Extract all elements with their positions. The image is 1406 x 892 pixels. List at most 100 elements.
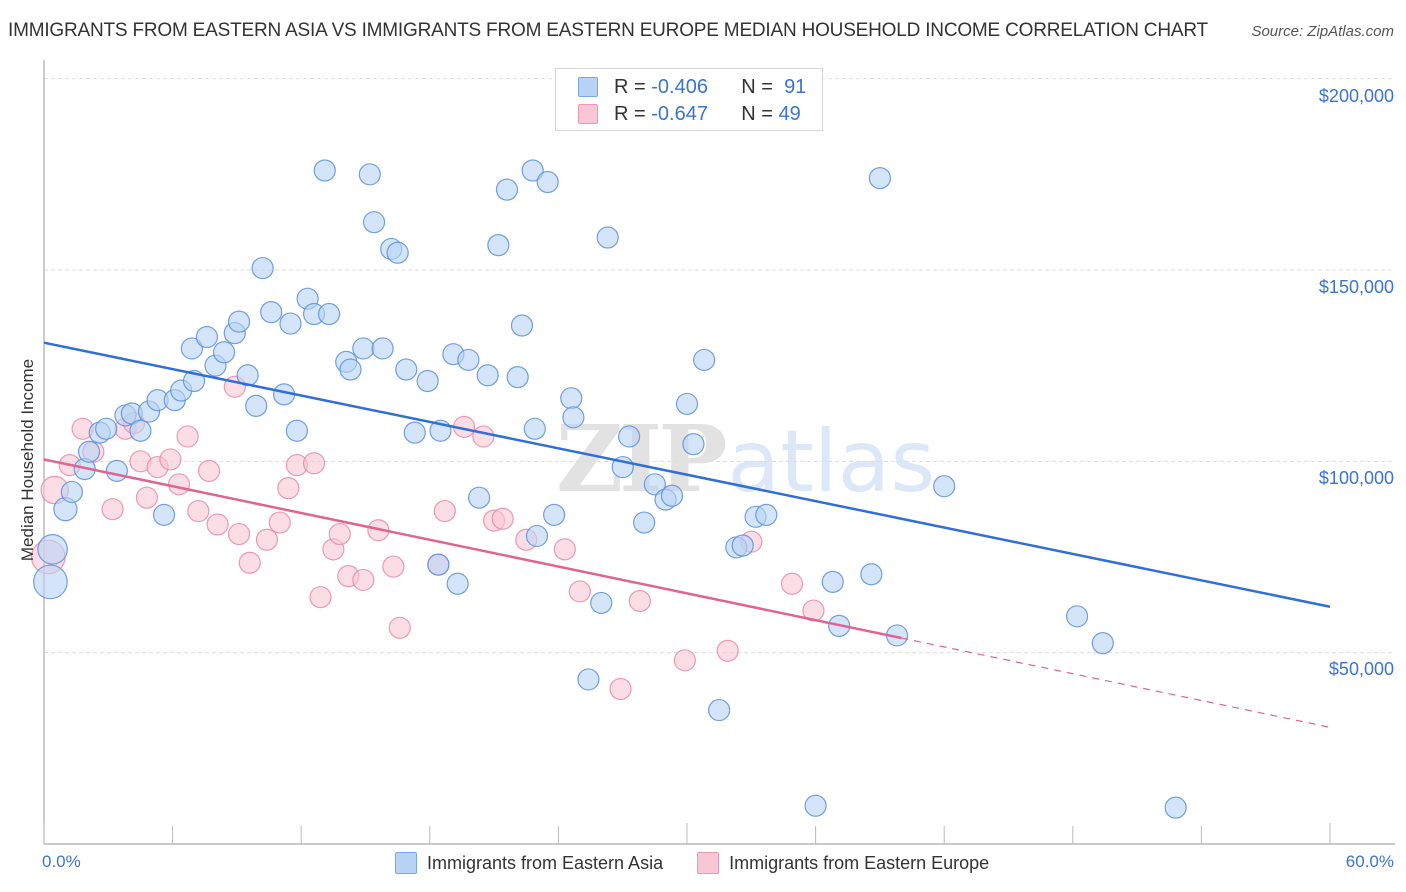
data-point	[568, 580, 591, 603]
data-point	[416, 369, 439, 393]
data-point	[596, 226, 619, 249]
data-point	[339, 358, 362, 381]
data-point	[1065, 605, 1089, 628]
r-label: R =	[614, 75, 646, 98]
data-point	[802, 599, 825, 622]
data-point	[386, 241, 409, 264]
stats-legend-row-europe: R = -0.647 N = 49	[578, 102, 801, 126]
data-point	[525, 524, 549, 548]
series-eastern-europe	[30, 375, 825, 701]
trend-line-solid	[43, 458, 902, 640]
data-point	[309, 586, 332, 609]
data-point	[251, 256, 274, 280]
data-point	[159, 448, 182, 471]
data-point	[536, 170, 559, 194]
data-point	[101, 498, 124, 521]
legend-swatch-blue	[578, 77, 598, 97]
legend-item-eastern-asia[interactable]: Immigrants from Eastern Asia	[395, 852, 663, 874]
data-point	[362, 211, 386, 234]
data-point	[510, 314, 534, 337]
data-point	[60, 480, 83, 504]
data-point	[643, 473, 666, 496]
data-point	[560, 387, 583, 410]
data-point	[495, 178, 519, 201]
data-point	[1164, 796, 1187, 819]
data-point	[506, 366, 529, 389]
source-label: Source: ZipAtlas.com	[1251, 23, 1394, 40]
data-point	[804, 794, 827, 817]
trend-line	[43, 341, 1331, 608]
data-point	[277, 477, 300, 500]
data-point	[716, 639, 739, 662]
data-point	[255, 528, 279, 551]
data-point	[33, 564, 68, 600]
data-point	[673, 649, 696, 672]
data-point	[95, 417, 118, 440]
data-point	[187, 499, 210, 523]
data-point	[129, 419, 152, 442]
data-point	[238, 551, 261, 574]
data-point	[352, 568, 375, 592]
data-point	[628, 589, 651, 613]
data-point	[433, 499, 456, 523]
x-tick-label-min: 0.0%	[42, 852, 81, 871]
data-point	[491, 507, 514, 530]
data-point	[313, 159, 336, 182]
data-point	[302, 452, 326, 475]
data-point	[675, 392, 699, 416]
y-axis-label: Median Household Income	[18, 358, 37, 562]
data-point	[245, 394, 268, 417]
y-tick-label: $200,000	[1318, 86, 1394, 106]
data-point	[731, 534, 754, 557]
data-point	[403, 421, 426, 444]
axes	[43, 60, 1395, 845]
data-point	[167, 473, 191, 496]
series-eastern-asia	[33, 159, 1187, 819]
data-point	[279, 312, 302, 335]
data-point	[618, 425, 641, 448]
data-point	[317, 302, 341, 326]
data-point	[268, 511, 291, 534]
series-legend: Immigrants from Eastern Asia Immigrants …	[395, 852, 1023, 874]
data-point	[37, 534, 68, 565]
data-point	[476, 364, 499, 387]
r-label: R =	[614, 102, 646, 125]
data-point	[682, 433, 705, 456]
data-point	[868, 167, 892, 190]
data-point	[755, 503, 778, 527]
data-point	[285, 419, 309, 442]
legend-label: Immigrants from Eastern Europe	[729, 852, 990, 873]
data-point	[1091, 631, 1114, 655]
data-point	[195, 325, 218, 349]
data-point	[197, 459, 221, 482]
data-point	[227, 522, 251, 546]
data-point	[371, 337, 394, 360]
x-tick-label-max: 60.0%	[1345, 852, 1394, 871]
data-point	[590, 591, 613, 615]
data-point	[860, 563, 883, 586]
legend-swatch-blue	[395, 852, 417, 874]
data-point	[693, 348, 716, 372]
data-point	[212, 341, 236, 364]
legend-swatch-pink	[578, 104, 598, 124]
data-point	[77, 440, 101, 463]
y-tick-label: $50,000	[1328, 659, 1394, 679]
data-point	[135, 486, 158, 509]
data-point	[328, 522, 351, 546]
r-value: -0.406	[651, 75, 708, 98]
data-point	[562, 406, 585, 429]
legend-item-eastern-europe[interactable]: Immigrants from Eastern Europe	[697, 852, 989, 874]
data-point	[521, 159, 544, 182]
n-label: N =	[741, 75, 773, 98]
data-point	[633, 511, 656, 534]
data-point	[446, 572, 469, 595]
data-point	[577, 668, 600, 691]
y-tick-label: $150,000	[1318, 277, 1394, 297]
data-point	[487, 234, 510, 257]
trend-lines	[43, 341, 1331, 728]
data-point	[382, 555, 405, 578]
n-label: N =	[741, 102, 773, 125]
stats-legend-row-asia: R = -0.406 N = 91	[578, 75, 806, 99]
data-point	[553, 538, 576, 561]
